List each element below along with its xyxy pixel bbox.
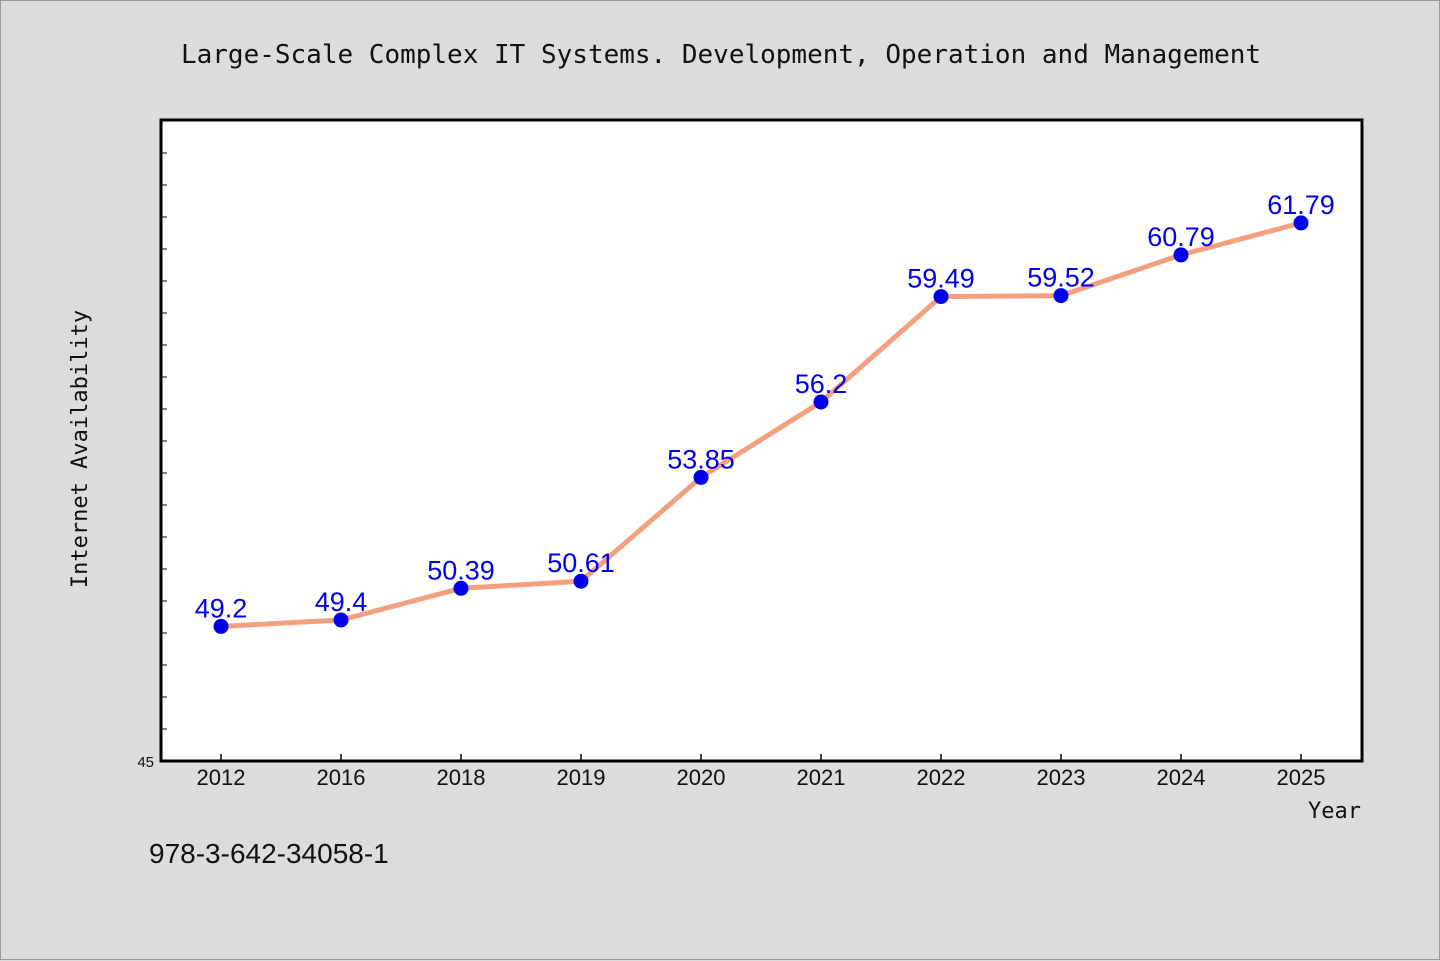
data-point xyxy=(1173,247,1189,263)
data-label: 50.39 xyxy=(427,555,495,585)
x-axis-tick-label: 2020 xyxy=(677,765,726,790)
x-axis-ticks xyxy=(220,754,1302,761)
data-point xyxy=(453,580,469,596)
data-label: 49.4 xyxy=(315,587,368,617)
x-axis-title: Year xyxy=(1308,799,1361,824)
data-label: 59.52 xyxy=(1027,263,1095,293)
x-axis-tick-label: 2024 xyxy=(1157,765,1206,790)
data-point xyxy=(573,573,589,589)
x-axis-tick-label: 2018 xyxy=(437,765,486,790)
footer-isbn: 978-3-642-34058-1 xyxy=(149,838,389,869)
data-point xyxy=(813,394,829,410)
series-line xyxy=(218,220,1304,629)
chart-title: Large-Scale Complex IT Systems. Developm… xyxy=(181,40,1261,70)
series-group: 49.2 49.4 50.39 50.61 53.85 56.2 59.49 59.52 60.… xyxy=(195,190,1335,634)
x-axis-tick-label: 2025 xyxy=(1277,765,1326,790)
y-axis-ticks xyxy=(161,152,167,730)
y-axis-min-label: 45 xyxy=(137,754,154,771)
data-point xyxy=(933,289,949,305)
data-point xyxy=(1293,215,1309,231)
x-axis-tick-label: 2023 xyxy=(1037,765,1086,790)
data-label: 61.79 xyxy=(1267,190,1335,220)
data-label: 50.61 xyxy=(547,548,615,578)
data-label: 49.2 xyxy=(195,593,248,623)
data-label: 60.79 xyxy=(1147,222,1215,252)
data-label: 59.49 xyxy=(907,264,975,294)
data-point xyxy=(693,469,709,485)
x-axis-tick-label: 2021 xyxy=(797,765,846,790)
x-axis-tick-label: 2022 xyxy=(917,765,966,790)
y-axis-title: Internet Availability xyxy=(68,310,93,588)
data-label: 56.2 xyxy=(795,369,848,399)
x-axis-tick-label: 2012 xyxy=(197,765,246,790)
data-point xyxy=(213,618,229,634)
x-axis-tick-label: 2019 xyxy=(557,765,606,790)
data-point xyxy=(1053,288,1069,304)
x-axis-tick-label: 2016 xyxy=(317,765,366,790)
data-point xyxy=(333,612,349,628)
x-axis-tick-labels: 2012 2016 2018 2019 2020 2021 2022 2023 2024 2025 xyxy=(197,765,1326,790)
data-label: 53.85 xyxy=(667,444,735,474)
